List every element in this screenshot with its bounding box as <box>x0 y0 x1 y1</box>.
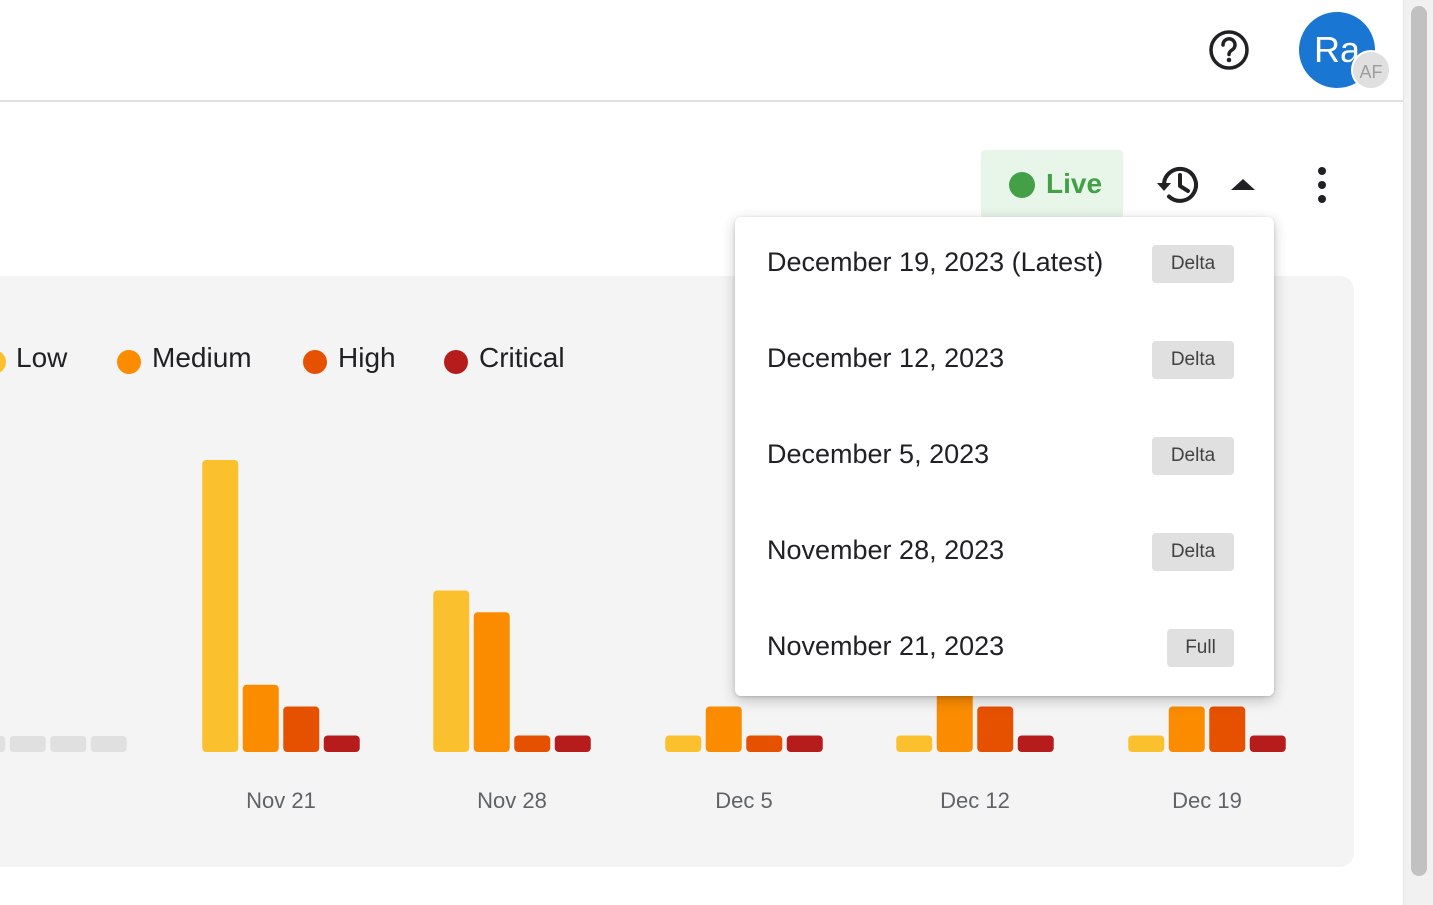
version-item-nov-28[interactable]: November 28, 2023 Delta <box>735 505 1274 601</box>
bar-low-dec-12[interactable] <box>896 735 933 753</box>
version-item-dec-19[interactable]: December 19, 2023 (Latest) Delta <box>735 217 1274 313</box>
live-status-dot <box>1009 172 1035 198</box>
legend-dot <box>0 350 6 374</box>
bar-low-nov-21[interactable] <box>202 460 239 752</box>
org-badge: AF <box>1351 50 1391 90</box>
bar-medium-dec-19[interactable] <box>1168 706 1205 753</box>
x-tick-label: Nov 21 <box>246 788 316 813</box>
version-item-dec-12[interactable]: December 12, 2023 Delta <box>735 313 1274 409</box>
bar-critical-nov-21[interactable] <box>323 735 360 753</box>
bar-critical-dec-12[interactable] <box>1017 735 1054 753</box>
x-tick-label: Dec 19 <box>1172 788 1242 813</box>
bar-high-nov-28[interactable] <box>514 735 551 753</box>
history-icon[interactable] <box>1155 161 1203 209</box>
version-tag: Full <box>1167 629 1234 667</box>
vertical-scrollbar[interactable] <box>1403 0 1433 905</box>
legend-dot <box>117 350 141 374</box>
x-tick-label: Dec 12 <box>940 788 1010 813</box>
bar-critical-nov-28[interactable] <box>554 735 591 753</box>
version-tag: Delta <box>1152 533 1234 571</box>
help-circle-icon[interactable] <box>1207 28 1251 72</box>
legend-label: Low <box>16 342 68 373</box>
bar-medium-dec-12[interactable] <box>936 684 973 752</box>
bar-medium-nov-28[interactable] <box>473 612 510 752</box>
bar-critical-dec-5[interactable] <box>786 735 823 753</box>
version-tag: Delta <box>1152 437 1234 475</box>
bar-medium-prior[interactable] <box>9 736 46 752</box>
more-vertical-icon[interactable] <box>1310 166 1334 206</box>
bar-medium-dec-5[interactable] <box>705 706 742 753</box>
legend-dot <box>444 350 468 374</box>
legend-label: Medium <box>152 342 252 373</box>
legend-label: Critical <box>479 342 565 373</box>
bar-high-dec-12[interactable] <box>977 706 1014 753</box>
version-tag: Delta <box>1152 245 1234 283</box>
live-label: Live <box>1046 168 1103 199</box>
bar-critical-dec-19[interactable] <box>1249 735 1286 753</box>
version-date: November 21, 2023 <box>767 631 1005 661</box>
version-item-dec-5[interactable]: December 5, 2023 Delta <box>735 409 1274 505</box>
version-tag: Delta <box>1152 341 1234 379</box>
bar-low-prior[interactable] <box>0 736 6 752</box>
version-date: November 28, 2023 <box>767 535 1005 565</box>
version-date: December 12, 2023 <box>767 343 1005 373</box>
scrollbar-thumb[interactable] <box>1411 6 1427 876</box>
x-tick-label: Dec 5 <box>715 788 772 813</box>
version-date: December 19, 2023 (Latest) <box>767 247 1104 277</box>
caret-up-icon[interactable] <box>1231 178 1255 192</box>
bar-high-dec-5[interactable] <box>746 735 783 753</box>
bar-low-nov-28[interactable] <box>433 590 470 753</box>
bar-low-dec-19[interactable] <box>1128 735 1165 753</box>
version-menu: December 19, 2023 (Latest) Delta Decembe… <box>735 217 1274 696</box>
legend-label: High <box>338 342 396 373</box>
bar-medium-nov-21[interactable] <box>242 684 279 752</box>
bar-high-prior[interactable] <box>50 736 87 752</box>
bar-high-dec-19[interactable] <box>1209 706 1246 753</box>
top-bar: Ra AF <box>0 0 1403 102</box>
live-button[interactable]: Live <box>981 150 1123 218</box>
version-date: December 5, 2023 <box>767 439 990 469</box>
bar-high-nov-21[interactable] <box>283 706 320 753</box>
bar-critical-prior[interactable] <box>90 736 127 752</box>
bar-chart: Nov 21 Nov 28 Dec 5 Dec 12 Dec 19 <box>0 460 1286 813</box>
legend-dot <box>303 350 327 374</box>
version-item-nov-21[interactable]: November 21, 2023 Full <box>735 601 1274 696</box>
bar-low-dec-5[interactable] <box>665 735 702 753</box>
x-tick-label: Nov 28 <box>477 788 547 813</box>
